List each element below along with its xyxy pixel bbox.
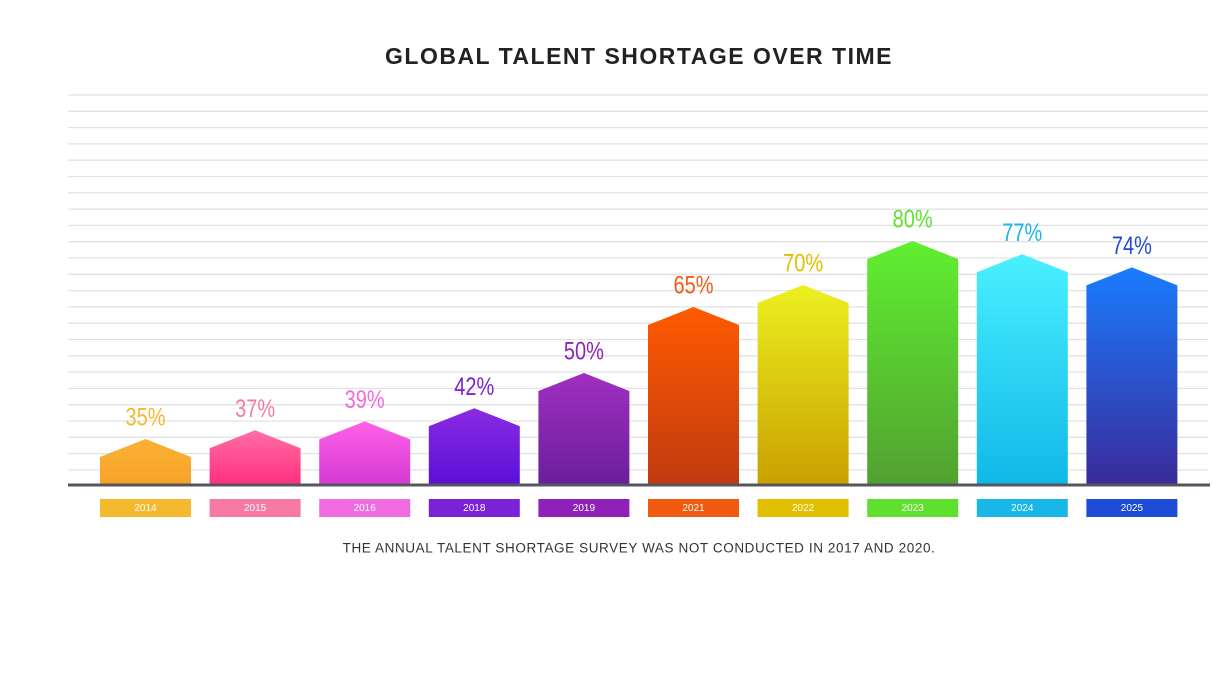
bar (538, 373, 630, 485)
value-label: 74% (1112, 232, 1152, 260)
category-box (100, 499, 191, 517)
bar (100, 439, 191, 485)
x-tick-label: 2021 (682, 503, 705, 514)
bar (867, 241, 959, 485)
value-label: 80% (893, 206, 933, 234)
category-box (428, 499, 520, 517)
bar (209, 430, 301, 485)
category-box (976, 499, 1068, 517)
x-tick-label: 2023 (902, 503, 925, 514)
chart-title: GLOBAL TALENT SHORTAGE OVER TIME (385, 43, 893, 69)
category-box (1086, 499, 1178, 517)
x-tick-label: 2018 (463, 503, 486, 514)
category-box (538, 499, 630, 517)
bar (757, 285, 849, 485)
value-label: 39% (345, 386, 385, 414)
value-label: 37% (235, 395, 275, 423)
x-tick-label: 2025 (1121, 503, 1144, 514)
bar (648, 307, 739, 485)
x-tick-label: 2024 (1011, 503, 1034, 514)
category-box (319, 499, 411, 517)
category-box (648, 499, 739, 517)
value-label: 35% (125, 404, 165, 432)
category-box (209, 499, 301, 517)
x-tick-label: 2015 (244, 503, 267, 514)
category-box (757, 499, 849, 517)
value-label: 70% (783, 250, 823, 278)
x-tick-label: 2014 (134, 503, 157, 514)
x-tick-label: 2016 (354, 503, 377, 514)
category-box (867, 499, 959, 517)
value-label: 77% (1002, 219, 1042, 247)
bar (428, 408, 520, 485)
bar (976, 254, 1068, 485)
value-label: 65% (673, 272, 713, 300)
x-tick-label: 2022 (792, 503, 815, 514)
x-tick-label: 2019 (573, 503, 596, 514)
bar (319, 421, 411, 485)
bar (1086, 267, 1178, 485)
value-label: 50% (564, 338, 604, 366)
chart-note: THE ANNUAL TALENT SHORTAGE SURVEY WAS NO… (343, 541, 936, 556)
value-label: 42% (454, 373, 494, 401)
